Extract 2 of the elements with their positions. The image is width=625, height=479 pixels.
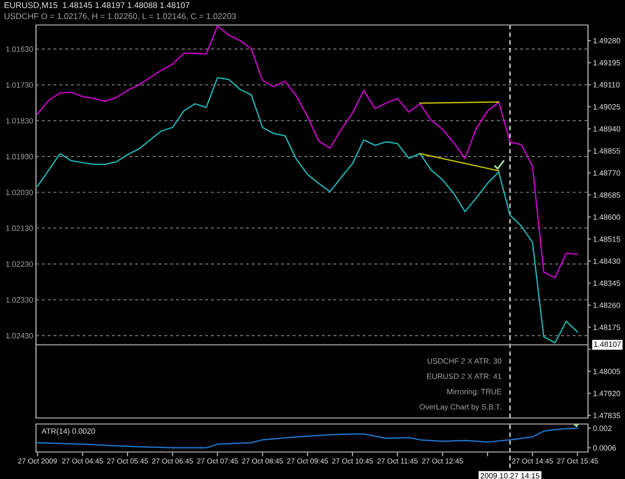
- chart-subtitle: USDCHF O = 1.02176, H = 1.02260, L = 1.02146, C = 1.02203: [4, 13, 236, 20]
- chart-title: EURUSD,M15 1.48145 1.48197 1.48088 1.48107: [4, 2, 190, 10]
